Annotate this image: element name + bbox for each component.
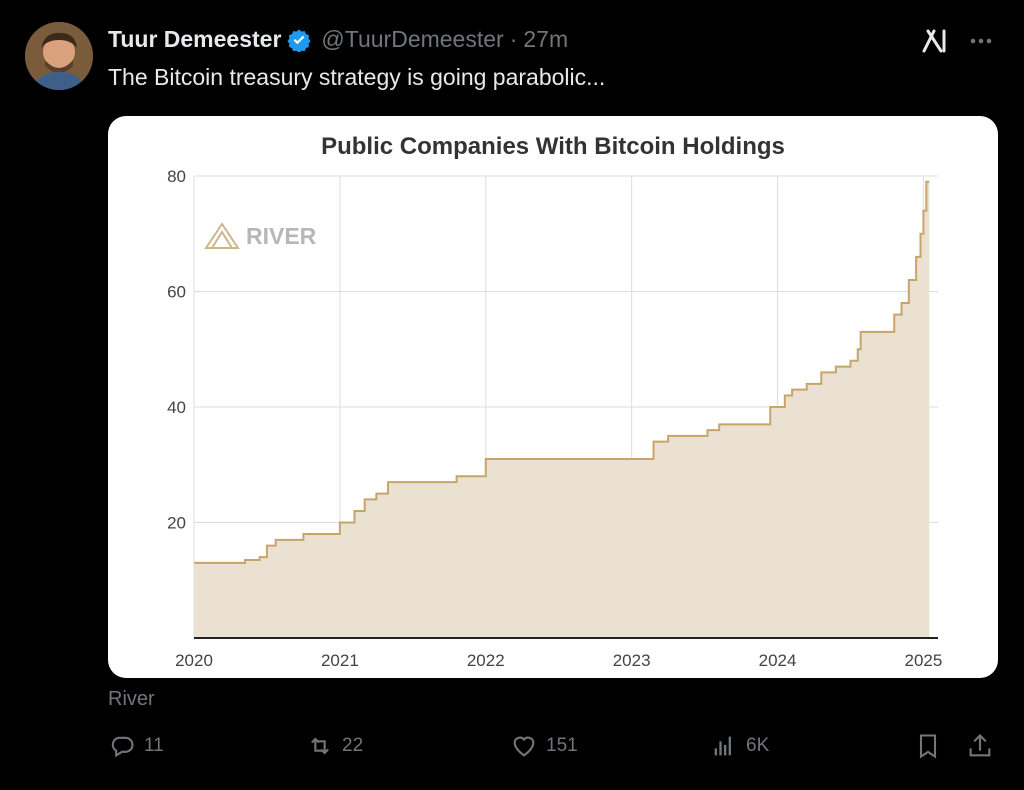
x-tick-label: 2021 (321, 651, 359, 670)
y-tick-label: 20 (167, 514, 186, 533)
user-avatar[interactable] (25, 22, 93, 90)
y-tick-label: 60 (167, 283, 186, 302)
y-tick-label: 80 (167, 167, 186, 186)
x-tick-label: 2022 (467, 651, 505, 670)
x-tick-label: 2025 (904, 651, 942, 670)
verified-badge-icon (287, 29, 312, 52)
chart-area-layer (194, 180, 938, 639)
share-button[interactable] (966, 732, 994, 760)
x-tick-label: 2020 (175, 651, 213, 670)
chart-ticks: 20 40 60 80 2020 2021 2022 2023 2024 2025 (167, 167, 942, 670)
tweet-header: Tuur Demeester @TuurDemeester · 27m (108, 26, 568, 53)
series-line (194, 180, 930, 564)
reply-count: 11 (144, 735, 164, 756)
bookmark-icon (919, 734, 937, 759)
x-tick-label: 2023 (613, 651, 651, 670)
retweet-count: 22 (342, 735, 364, 756)
reply-button[interactable]: 11 (108, 732, 164, 760)
grok-icon[interactable] (920, 26, 950, 56)
retweet-icon (311, 737, 329, 755)
river-watermark: RIVER (246, 223, 317, 249)
bookmark-button[interactable] (914, 732, 942, 760)
tweet-timestamp[interactable]: 27m (523, 26, 569, 52)
river-logo: RIVER (204, 222, 317, 249)
avatar-image (25, 22, 93, 90)
river-logo-mark-icon (204, 222, 240, 249)
views-button[interactable]: 6K (710, 732, 769, 760)
media-source[interactable]: River (108, 688, 155, 710)
retweet-button[interactable]: 22 (306, 732, 363, 760)
views-count: 6K (746, 735, 770, 756)
like-button[interactable]: 151 (510, 732, 578, 760)
series-area (194, 181, 930, 638)
dot-separator: · (509, 26, 518, 52)
author-handle[interactable]: @TuurDemeester (321, 26, 504, 52)
heart-icon (513, 736, 535, 757)
tweet-text: The Bitcoin treasury strategy is going p… (108, 64, 606, 90)
author-name[interactable]: Tuur Demeester (108, 26, 282, 52)
chart-card[interactable]: Public Companies With Bitcoin Holdings R… (108, 116, 998, 678)
reply-icon (111, 736, 134, 758)
like-count: 151 (546, 735, 578, 756)
chart: Public Companies With Bitcoin Holdings R… (167, 133, 942, 670)
views-chart-icon (714, 736, 731, 756)
x-tick-label: 2024 (759, 651, 797, 670)
y-tick-label: 40 (167, 398, 186, 417)
chart-title: Public Companies With Bitcoin Holdings (321, 133, 785, 160)
more-icon[interactable] (968, 28, 994, 54)
share-icon (969, 734, 991, 757)
tweet-actions: 11 22 151 6K (108, 732, 998, 772)
